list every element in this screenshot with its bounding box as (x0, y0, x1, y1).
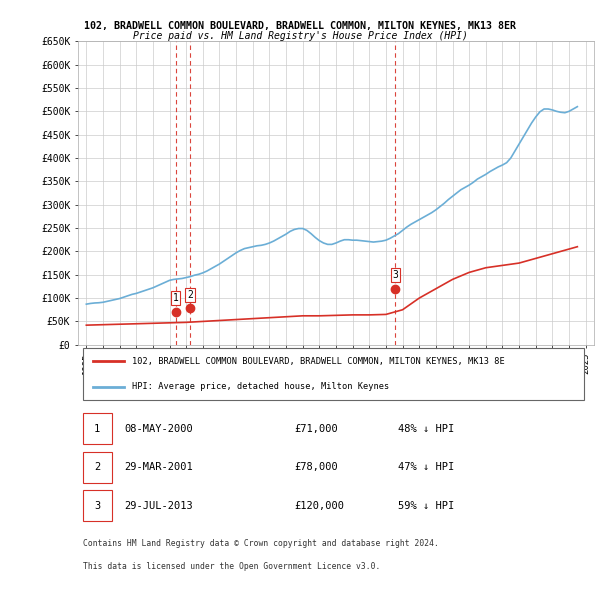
Text: £71,000: £71,000 (295, 424, 338, 434)
Text: £120,000: £120,000 (295, 501, 345, 511)
Text: 2: 2 (187, 290, 193, 300)
FancyBboxPatch shape (83, 348, 584, 400)
Text: 48% ↓ HPI: 48% ↓ HPI (398, 424, 454, 434)
Text: 102, BRADWELL COMMON BOULEVARD, BRADWELL COMMON, MILTON KEYNES, MK13 8ER: 102, BRADWELL COMMON BOULEVARD, BRADWELL… (84, 21, 516, 31)
Text: Price paid vs. HM Land Registry's House Price Index (HPI): Price paid vs. HM Land Registry's House … (133, 31, 467, 41)
FancyBboxPatch shape (83, 452, 112, 483)
Text: 1: 1 (173, 293, 178, 303)
Text: 29-MAR-2001: 29-MAR-2001 (124, 463, 193, 473)
Text: 59% ↓ HPI: 59% ↓ HPI (398, 501, 454, 511)
Text: 1: 1 (94, 424, 100, 434)
Text: 102, BRADWELL COMMON BOULEVARD, BRADWELL COMMON, MILTON KEYNES, MK13 8E: 102, BRADWELL COMMON BOULEVARD, BRADWELL… (132, 356, 505, 366)
Text: HPI: Average price, detached house, Milton Keynes: HPI: Average price, detached house, Milt… (132, 382, 389, 391)
Text: 08-MAY-2000: 08-MAY-2000 (124, 424, 193, 434)
FancyBboxPatch shape (83, 414, 112, 444)
Text: This data is licensed under the Open Government Licence v3.0.: This data is licensed under the Open Gov… (83, 562, 380, 571)
Text: Contains HM Land Registry data © Crown copyright and database right 2024.: Contains HM Land Registry data © Crown c… (83, 539, 439, 548)
Text: 3: 3 (392, 270, 398, 280)
Text: 2: 2 (94, 463, 100, 473)
Text: 29-JUL-2013: 29-JUL-2013 (124, 501, 193, 511)
Text: 3: 3 (94, 501, 100, 511)
Text: 47% ↓ HPI: 47% ↓ HPI (398, 463, 454, 473)
FancyBboxPatch shape (83, 490, 112, 521)
Text: £78,000: £78,000 (295, 463, 338, 473)
